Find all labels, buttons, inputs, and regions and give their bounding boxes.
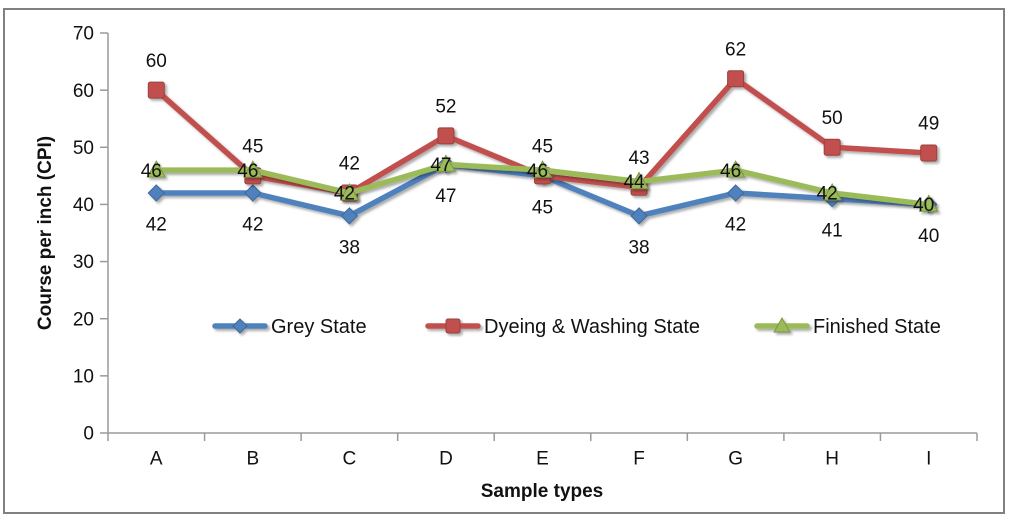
legend-key-grey-state xyxy=(212,318,268,334)
marker-dyeing-washing-state xyxy=(920,144,938,162)
marker-grey-state xyxy=(340,207,359,225)
x-category-label: F xyxy=(633,449,645,470)
x-category-label: D xyxy=(439,449,453,470)
data-label-finished-state: 42 xyxy=(334,184,355,205)
data-label-dyeing-washing-state: 50 xyxy=(822,108,843,129)
data-label-dyeing-washing-state: 45 xyxy=(242,137,263,158)
marker-finished-state xyxy=(629,171,649,190)
data-label-finished-state: 47 xyxy=(430,155,451,176)
data-label-dyeing-washing-state: 43 xyxy=(628,148,649,169)
legend-label-finished-state: Finished State xyxy=(813,316,941,338)
y-tick-label: 60 xyxy=(73,81,94,102)
data-label-finished-state: 46 xyxy=(237,161,258,182)
legend-item-dyeing-washing-state: Dyeing & Washing State xyxy=(425,316,700,338)
x-category-label: G xyxy=(728,449,743,470)
marker-grey-state xyxy=(630,207,648,225)
marker-grey-state xyxy=(726,184,745,202)
data-label-dyeing-washing-state: 52 xyxy=(435,97,456,118)
x-axis-title: Sample types xyxy=(481,481,604,502)
legend-item-finished-state: Finished State xyxy=(754,316,941,338)
legend-label-grey-state: Grey State xyxy=(271,316,367,338)
marker-finished-state xyxy=(339,182,360,201)
y-tick-label: 50 xyxy=(73,138,94,159)
legend: Grey State Dyeing & Washing State Finished… xyxy=(212,316,941,338)
marker-dyeing-washing-state xyxy=(823,138,841,156)
data-label-grey-state: 42 xyxy=(725,215,746,236)
y-tick-label: 30 xyxy=(73,252,94,273)
legend-marker-finished-state xyxy=(773,316,791,333)
legend-key-finished-state xyxy=(754,316,810,333)
marker-grey-state xyxy=(147,184,165,202)
x-category-label: H xyxy=(825,449,839,470)
legend-key-dyeing-washing-state xyxy=(425,318,481,334)
axes: 0 10 20 30 40 50 60 70 A B C D E F G H I xyxy=(73,24,978,470)
y-tick-label: 0 xyxy=(83,424,94,445)
marker-finished-state xyxy=(725,160,746,178)
marker-grey-state xyxy=(244,184,262,202)
series-finished-state xyxy=(146,154,939,212)
y-tick-label: 10 xyxy=(73,367,94,388)
data-label-dyeing-washing-state: 42 xyxy=(339,154,360,175)
data-labels: 42 42 38 47 45 38 42 41 40 60 45 42 52 45 43 62 50 49 46 46… xyxy=(141,39,940,258)
data-label-grey-state: 40 xyxy=(918,226,939,247)
legend-marker-grey-state xyxy=(232,318,248,334)
x-category-label: A xyxy=(150,449,163,470)
data-label-dyeing-washing-state: 49 xyxy=(918,114,939,135)
data-label-dyeing-washing-state: 62 xyxy=(725,39,746,60)
data-label-finished-state: 42 xyxy=(817,184,838,205)
data-label-dyeing-washing-state: 60 xyxy=(146,51,167,72)
data-label-grey-state: 42 xyxy=(242,215,263,236)
marker-finished-state xyxy=(822,182,843,201)
data-label-finished-state: 46 xyxy=(141,161,162,182)
series-layer xyxy=(146,70,939,225)
data-label-grey-state: 42 xyxy=(146,215,167,236)
marker-finished-state xyxy=(242,160,263,178)
data-label-finished-state: 44 xyxy=(623,172,645,193)
data-label-grey-state: 38 xyxy=(628,238,649,259)
y-tick-label: 70 xyxy=(73,24,94,45)
data-label-grey-state: 45 xyxy=(532,198,553,219)
marker-finished-state xyxy=(918,194,939,212)
x-category-label: I xyxy=(926,449,931,470)
legend-marker-dyeing-washing-state xyxy=(445,318,461,334)
y-axis-title: Course per inch (CPI) xyxy=(35,136,56,330)
legend-item-grey-state: Grey State xyxy=(212,316,367,338)
y-tick-label: 20 xyxy=(73,309,94,330)
data-label-finished-state: 46 xyxy=(720,161,741,182)
x-category-label: C xyxy=(343,449,357,470)
y-tick-label: 40 xyxy=(73,195,94,216)
data-label-grey-state: 38 xyxy=(339,238,360,259)
legend-label-dyeing-washing-state: Dyeing & Washing State xyxy=(484,316,700,338)
chart-border xyxy=(3,8,1005,514)
marker-dyeing-washing-state xyxy=(437,127,455,145)
marker-finished-state xyxy=(436,154,456,172)
data-label-grey-state: 47 xyxy=(435,186,456,207)
data-label-dyeing-washing-state: 45 xyxy=(532,137,553,158)
marker-finished-state xyxy=(146,160,167,178)
marker-dyeing-washing-state xyxy=(727,70,745,88)
marker-finished-state xyxy=(532,160,553,178)
x-category-label: B xyxy=(246,449,259,470)
data-label-finished-state: 40 xyxy=(913,195,934,216)
data-label-grey-state: 41 xyxy=(822,220,843,241)
x-category-label: E xyxy=(536,449,549,470)
data-label-finished-state: 46 xyxy=(527,161,548,182)
marker-dyeing-washing-state xyxy=(147,81,165,99)
